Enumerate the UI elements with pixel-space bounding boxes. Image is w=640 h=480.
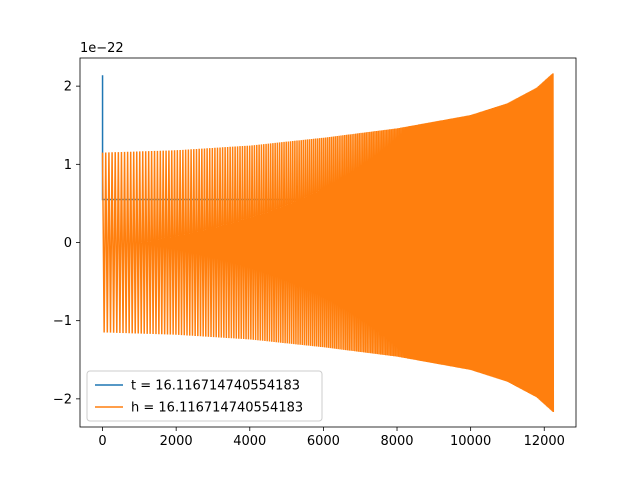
y-tick-label: 1: [64, 158, 72, 173]
x-tick-label: 12000: [524, 434, 565, 449]
x-tick-label: 4000: [233, 434, 266, 449]
x-tick-label: 10000: [450, 434, 491, 449]
x-tick-label: 0: [98, 434, 106, 449]
series-h-line: [101, 73, 555, 412]
y-tick-label: −2: [53, 392, 72, 407]
legend-label: h = 16.116714740554183: [131, 401, 303, 416]
y-tick-label: 2: [64, 80, 72, 95]
series-group: [101, 73, 555, 412]
plot-area: [101, 73, 555, 412]
legend-label: t = 16.116714740554183: [131, 379, 300, 394]
axes: 0 2000 4000 6000 8000 10000 12000 −2 −1 0 1 2: [53, 57, 577, 449]
legend-box: [86, 370, 323, 422]
y-scale-offset-label: 1e−22: [80, 41, 124, 56]
y-tick-label: −1: [53, 314, 72, 329]
y-tick-label: 0: [64, 236, 72, 251]
x-tick-label: 6000: [307, 434, 340, 449]
x-tick-label: 2000: [160, 434, 193, 449]
x-tick-label: 8000: [380, 434, 413, 449]
legend: t = 16.116714740554183 h = 16.11671474055…: [86, 370, 323, 422]
